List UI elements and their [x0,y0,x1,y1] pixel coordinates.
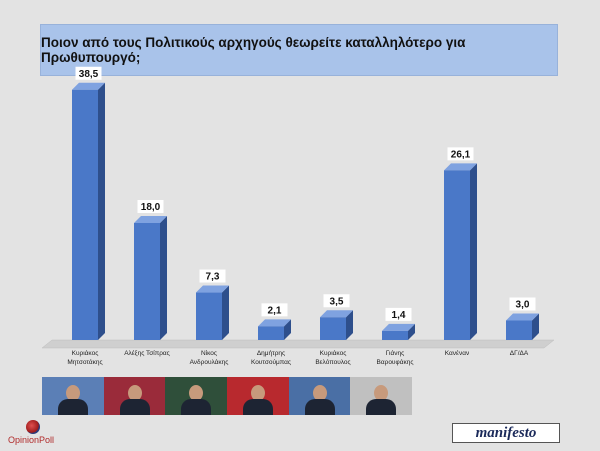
data-label: 7,3 [206,272,220,283]
yanis-varoufakis-photo [350,377,413,415]
opinion-poll-logo-icon [26,420,40,434]
bar-side [346,310,353,340]
data-label: 2,1 [268,305,282,316]
category-label: Κανέναν [445,349,469,357]
bar [320,317,346,340]
bar-top [72,82,105,90]
opinion-poll-logo-text: OpinionPoll [8,435,55,445]
bar-side [408,323,415,340]
kyriakos-velopoulos-photo [288,377,351,415]
bar-top [320,310,353,318]
category-label: Κουτσούμπας [251,358,291,366]
nikos-androulakis-photo [165,377,228,415]
category-label: Βελόπουλος [315,358,350,366]
head-shape [189,385,204,401]
data-label-box [199,269,226,283]
bar [382,330,408,340]
kyriakos-mitsotakis-photo [42,377,104,415]
category-label: Νίκος [201,349,217,357]
bar-side [532,313,539,340]
data-label-box [385,307,412,321]
data-label-box [75,66,102,80]
bar [196,292,222,340]
data-label-box [509,297,536,311]
bar-side [284,319,291,340]
category-label: Δημήτρης [257,350,285,357]
bar-top [196,285,229,293]
head-shape [312,385,327,401]
category-label: Ανδρουλάκης [190,358,229,366]
data-label: 3,5 [330,296,344,307]
category-label: Μητσοτάκης [67,358,102,366]
torso-shape [366,399,397,415]
bar-side [470,163,477,340]
category-label: Βαρουφάκης [377,358,414,366]
category-label: Κυριάκος [72,349,99,357]
category-label: Γιάνης [386,349,405,357]
head-shape [65,385,80,401]
data-label-box [261,303,288,317]
torso-shape [242,399,273,415]
bar-side [160,216,167,340]
head-shape [250,385,265,401]
bar-side [222,285,229,340]
category-label: Κυριάκος [320,349,347,357]
data-label-box [323,294,350,308]
bar [258,326,284,340]
chart-title-box: Ποιον από τους Πολιτικούς αρχηγούς θεωρε… [40,24,558,76]
bar [134,223,160,340]
bar-top [506,313,539,321]
opinion-poll-logo: OpinionPoll [8,420,68,448]
dimitris-koutsoumpas-photo [227,377,289,415]
bar-top [382,323,415,331]
data-label: 26,1 [451,149,471,160]
manifesto-logo-text: manifesto [475,424,537,441]
bar [506,320,532,340]
data-label: 1,4 [392,310,406,321]
torso-shape [57,399,88,415]
category-label: Αλέξης Τσίπρας [124,349,170,357]
torso-shape [181,399,212,415]
bar-top [444,163,477,171]
head-shape [127,385,142,401]
data-label-box [137,200,164,213]
bar-top [134,216,167,223]
bar [72,89,98,340]
data-label: 18,0 [141,202,161,213]
data-label: 38,5 [79,69,99,80]
torso-shape [304,399,335,415]
manifesto-logo: manifesto [452,423,560,443]
bar-side [98,82,105,340]
head-shape [374,385,389,401]
leader-photos-strip [42,377,413,415]
bar [444,170,470,340]
bar-top [258,319,291,327]
chart-floor [41,339,555,349]
alexis-tsipras-photo [103,377,166,415]
torso-shape [119,399,150,415]
chart-title: Ποιον από τους Πολιτικούς αρχηγούς θεωρε… [41,35,466,65]
data-label-box [447,147,474,161]
category-label: ΔΓ/ΔΑ [510,350,529,357]
data-label: 3,0 [516,300,530,311]
